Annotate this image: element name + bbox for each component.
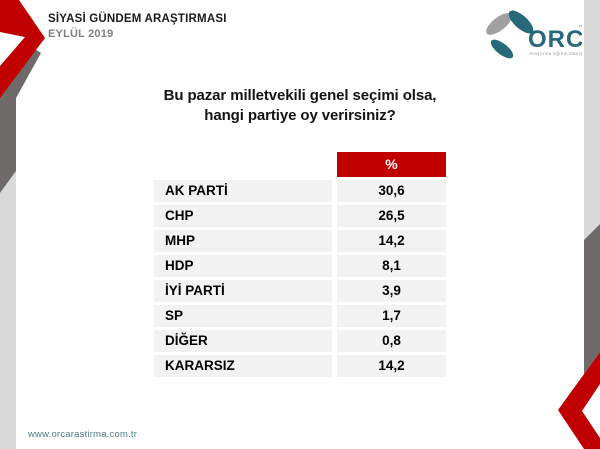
party-name-cell: CHP xyxy=(154,205,332,227)
right-light-gray-ribbon xyxy=(584,0,600,240)
table-row: İYİ PARTİ 3,9 xyxy=(154,280,446,302)
party-percent-cell: 14,2 xyxy=(337,355,446,377)
table-row: CHP 26,5 xyxy=(154,205,446,227)
party-name-cell: SP xyxy=(154,305,332,327)
party-percent-cell: 8,1 xyxy=(337,255,446,277)
right-red-chevron xyxy=(558,352,600,449)
left-light-gray-ribbon xyxy=(0,171,16,449)
report-subtitle: EYLÜL 2019 xyxy=(48,28,114,40)
left-red-chevron xyxy=(0,0,45,98)
party-name-cell: AK PARTİ xyxy=(154,180,332,202)
table-header-spacer xyxy=(154,152,337,177)
party-percent-cell: 26,5 xyxy=(337,205,446,227)
table-row: DİĞER 0,8 xyxy=(154,330,446,352)
logo-pinwheel-icon xyxy=(486,10,534,59)
party-percent-cell: 30,6 xyxy=(337,180,446,202)
report-title: SİYASİ GÜNDEM ARAŞTIRMASI xyxy=(48,13,227,25)
party-name-cell: DİĞER xyxy=(154,330,332,352)
table-header-row: % xyxy=(154,152,446,177)
party-name-cell: MHP xyxy=(154,230,332,252)
right-dark-gray-ribbon xyxy=(584,224,600,374)
survey-question: Bu pazar milletvekili genel seçimi olsa,… xyxy=(0,86,600,126)
logo-tagline: Araştırma Eğitim Danışmanlık xyxy=(529,51,582,56)
table-row: AK PARTİ 30,6 xyxy=(154,180,446,202)
party-name-cell: HDP xyxy=(154,255,332,277)
table-row: KARARSIZ 14,2 xyxy=(154,355,446,377)
report-header: SİYASİ GÜNDEM ARAŞTIRMASI EYLÜL 2019 xyxy=(48,13,227,40)
survey-question-line2: hangi partiye oy verirsiniz? xyxy=(204,107,396,124)
party-percent-cell: 0,8 xyxy=(337,330,446,352)
party-percent-cell: 1,7 xyxy=(337,305,446,327)
table-row: MHP 14,2 xyxy=(154,230,446,252)
table-body: AK PARTİ 30,6 CHP 26,5 MHP 14,2 HDP 8,1 … xyxy=(154,180,446,377)
poll-results-table: % AK PARTİ 30,6 CHP 26,5 MHP 14,2 HDP 8,… xyxy=(154,152,446,380)
party-percent-cell: 14,2 xyxy=(337,230,446,252)
logo-trademark: ™ xyxy=(578,24,582,31)
survey-question-line1: Bu pazar milletvekili genel seçimi olsa, xyxy=(163,87,437,104)
party-percent-cell: 3,9 xyxy=(337,280,446,302)
percent-column-header: % xyxy=(337,152,446,177)
table-row: SP 1,7 xyxy=(154,305,446,327)
table-row: HDP 8,1 xyxy=(154,255,446,277)
party-name-cell: KARARSIZ xyxy=(154,355,332,377)
orc-logo: ORC ™ Araştırma Eğitim Danışmanlık xyxy=(486,10,582,59)
footer-website-url: www.orcarastirma.com.tr xyxy=(28,429,138,440)
logo-text: ORC xyxy=(528,26,582,53)
party-name-cell: İYİ PARTİ xyxy=(154,280,332,302)
